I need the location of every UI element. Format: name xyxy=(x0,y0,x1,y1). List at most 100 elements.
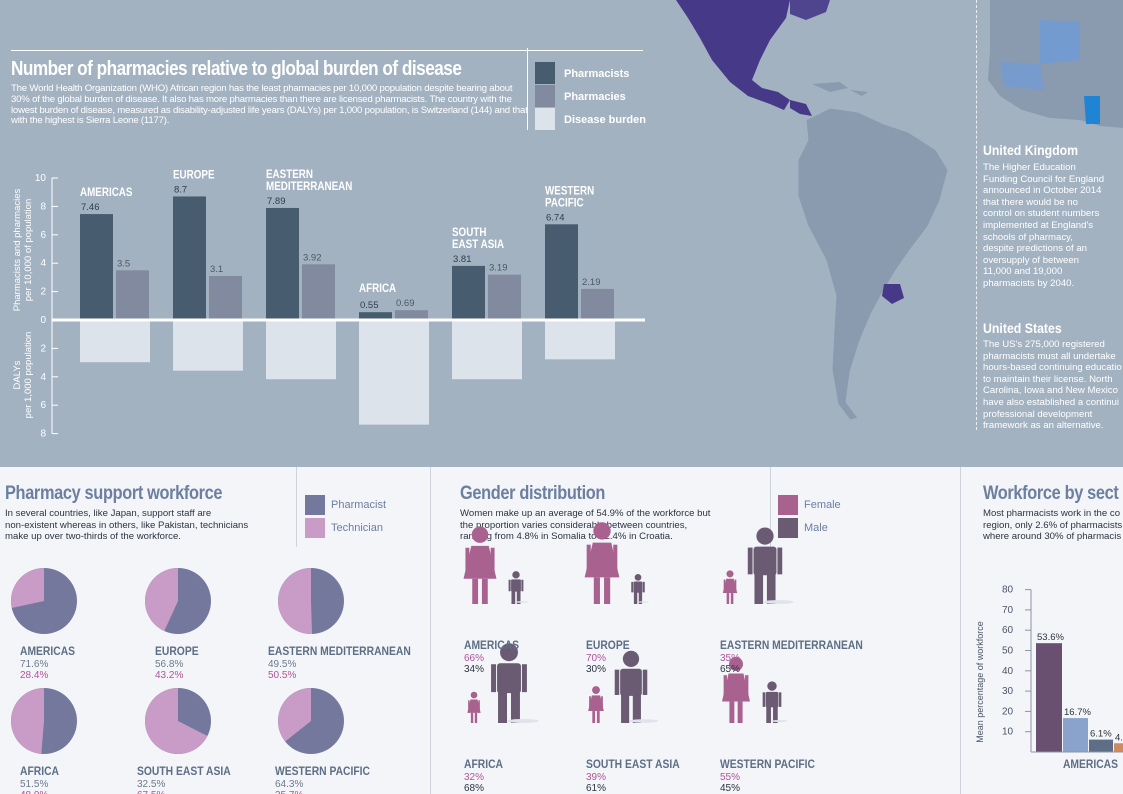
gender-male-pct: 65% xyxy=(720,664,741,675)
bar-pharmacists xyxy=(266,207,299,320)
value-label-pharmacies: 3.92 xyxy=(303,252,322,263)
value-label-pharmacists: 7.89 xyxy=(267,196,286,207)
sector-category-label: AMERICAS xyxy=(1063,758,1119,771)
male-figure xyxy=(614,650,659,723)
y-tick-top: 0 xyxy=(40,315,46,326)
male-figure xyxy=(631,574,650,604)
value-label-pharmacies: 2.19 xyxy=(582,277,601,288)
sector-value-label: 6.1% xyxy=(1090,729,1112,740)
category-label: EASTERN MEDITERRANEAN xyxy=(266,168,352,193)
pie-technician-pct: 28.4% xyxy=(20,670,49,681)
sector-title: Workforce by sect xyxy=(983,483,1119,504)
pharmacies-burden-chart: 10 8 6 4 2 0 2 4 6 8 Pharmacists and pharmaciesper… xyxy=(12,168,645,440)
y-tick-top: 4 xyxy=(40,258,46,269)
female-figure xyxy=(588,686,604,723)
pie-region-label: WESTERN PACIFIC xyxy=(275,764,370,778)
value-label-pharmacists: 8.7 xyxy=(174,184,187,195)
gender-region-label: AMERICAS xyxy=(464,638,520,652)
gender-region-label: EASTERN MEDITERRANEAN xyxy=(720,638,863,652)
bar-disease-burden xyxy=(359,321,429,425)
gender-male-pct: 61% xyxy=(586,783,607,794)
y-tick-bottom: 6 xyxy=(40,400,46,411)
sector-bar xyxy=(1036,643,1062,752)
sector-y-tick: 20 xyxy=(1002,706,1014,717)
y-tick-top: 2 xyxy=(40,287,46,298)
pie-pharmacist-pct: 71.6% xyxy=(20,659,49,670)
pie-region-label: AFRICA xyxy=(20,764,59,778)
sector-bar xyxy=(1089,739,1113,752)
gender-female-pct: 70% xyxy=(586,653,607,664)
value-label-pharmacies: 3.5 xyxy=(117,258,130,269)
sector-y-tick: 80 xyxy=(1002,585,1014,596)
uk-text: The Higher Education Funding Council for… xyxy=(983,162,1105,289)
pie-region-label: EUROPE xyxy=(155,644,199,658)
gender-region-label: EUROPE xyxy=(586,638,630,652)
pie-pharmacist-pct: 56.8% xyxy=(155,659,184,670)
gender-title: Gender distribution xyxy=(460,483,606,504)
sector-y-tick: 60 xyxy=(1002,625,1014,636)
pie-technician-pct: 48.9% xyxy=(20,790,48,794)
bar-pharmacies xyxy=(302,264,335,320)
female-figure xyxy=(463,526,497,604)
gender-region-label: WESTERN PACIFIC xyxy=(720,757,815,771)
value-label-pharmacists: 7.46 xyxy=(81,202,100,213)
sector-value-label: 16.7% xyxy=(1064,707,1091,718)
bar-pharmacists xyxy=(452,265,485,320)
bar-disease-burden xyxy=(173,321,243,371)
gender-region-label: SOUTH EAST ASIA xyxy=(586,757,680,771)
section-divider-2 xyxy=(960,467,961,794)
value-label-pharmacists: 0.55 xyxy=(360,300,379,311)
y-tick-bottom: 8 xyxy=(40,429,46,440)
pie-region-label: AMERICAS xyxy=(20,644,76,658)
category-label: EUROPE xyxy=(173,169,215,182)
value-label-pharmacies: 3.1 xyxy=(210,264,223,275)
male-figure xyxy=(762,681,788,723)
sector-chart: 80 70 60 50 40 30 20 10 Mean percentage of workf… xyxy=(975,585,1123,771)
us-heading: United States xyxy=(983,320,1062,336)
sector-y-label: Mean percentage of workforce xyxy=(975,621,985,743)
pies-title: Pharmacy support workforce xyxy=(5,483,223,504)
pie-slice-technician xyxy=(145,568,178,632)
pie-technician-pct: 35.7% xyxy=(275,790,303,794)
pie-slice-technician xyxy=(11,688,44,754)
top-panel: Number of pharmacies relative to global … xyxy=(0,0,1123,467)
pie-pharmacist-pct: 32.5% xyxy=(137,779,166,790)
sector-bar xyxy=(1114,743,1123,752)
legend-pharmacists: Pharmacists xyxy=(535,62,685,84)
bar-pharmacies xyxy=(581,288,614,320)
gender-male-pct: 34% xyxy=(464,664,485,675)
gender-female-pct: 39% xyxy=(586,772,607,783)
world-map-graphic xyxy=(676,0,1123,421)
y-tick-top: 8 xyxy=(40,201,46,212)
uk-heading: United Kingdom xyxy=(983,142,1079,158)
bar-pharmacies xyxy=(209,275,242,320)
support-workforce-pies xyxy=(10,568,344,754)
pie-slice-technician xyxy=(145,688,208,754)
pie-pharmacist-pct: 51.5% xyxy=(20,779,49,790)
title-rule xyxy=(11,50,643,51)
y-tick-bottom: 4 xyxy=(40,372,46,383)
gender-female-pct: 55% xyxy=(720,772,741,783)
y-label-top: Pharmacists and pharmaciesper 10,000 of … xyxy=(12,189,34,312)
gender-female-pct: 66% xyxy=(464,653,485,664)
pie-slice-technician xyxy=(278,568,313,634)
sector-value-label: 53.6% xyxy=(1037,632,1064,643)
sector-y-tick: 40 xyxy=(1002,666,1014,677)
bar-pharmacists xyxy=(173,196,206,320)
bar-disease-burden xyxy=(266,321,336,380)
female-figure xyxy=(722,570,738,604)
value-label-pharmacists: 3.81 xyxy=(453,254,472,265)
pie-slice-technician xyxy=(278,688,311,742)
map-south-america xyxy=(797,107,949,421)
pie-technician-pct: 43.2% xyxy=(155,670,184,681)
female-figure xyxy=(721,657,751,723)
page-title: Number of pharmacies relative to global … xyxy=(11,58,462,80)
category-label: WESTERN PACIFIC xyxy=(545,184,594,209)
y-tick-bottom: 2 xyxy=(40,343,46,354)
bar-disease-burden xyxy=(80,321,150,363)
us-text: The US's 275,000 registered pharmacists … xyxy=(983,339,1122,432)
sector-y-tick: 30 xyxy=(1002,686,1014,697)
category-label: SOUTH EAST ASIA xyxy=(452,226,504,251)
bar-disease-burden xyxy=(452,321,522,380)
bottom-panel: Pharmacy support workforce In several co… xyxy=(0,467,1123,794)
